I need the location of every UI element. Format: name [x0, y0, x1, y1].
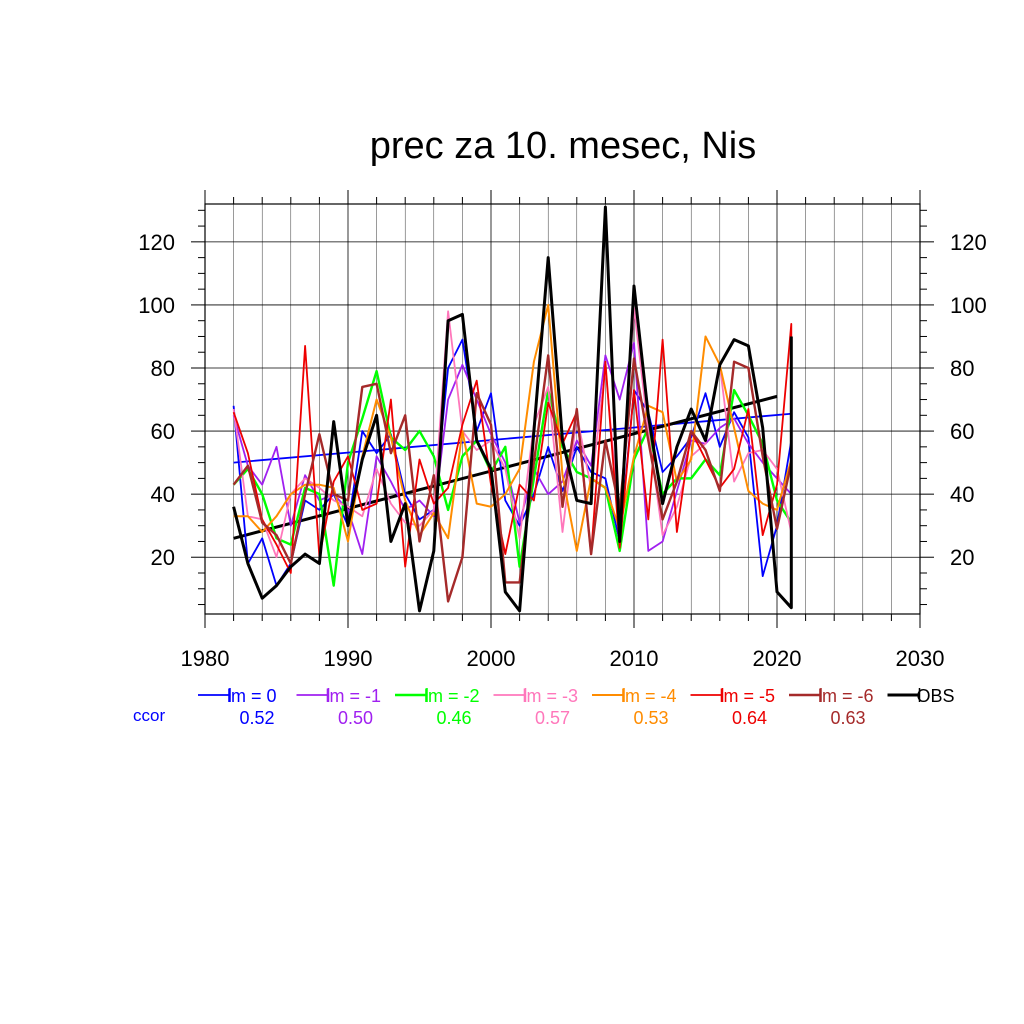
- legend-ccor-value: 0.46: [436, 708, 471, 728]
- legend-label: lm = -6: [818, 686, 874, 706]
- legend-label: lm = 0: [227, 686, 277, 706]
- series-line-6: [232, 354, 793, 603]
- x-tick-label: 2010: [610, 646, 659, 671]
- legend-label: OBS: [917, 686, 955, 706]
- y-tick-label: 20: [151, 545, 175, 570]
- x-tick-label: 1980: [181, 646, 230, 671]
- legend: ccor lm = 00.52 lm = -10.50 lm = -20.46 lm =…: [133, 686, 955, 728]
- legend-label: lm = -5: [720, 686, 776, 706]
- y-tick-label-right: 40: [950, 482, 974, 507]
- y-tick-label: 120: [138, 230, 175, 255]
- legend-label: lm = -2: [424, 686, 480, 706]
- ccor-label: ccor: [133, 706, 165, 725]
- plot-frame: [204, 203, 921, 615]
- legend-ccor-value: 0.53: [633, 708, 668, 728]
- legend-label: lm = -3: [523, 686, 579, 706]
- y-tick-label-right: 20: [950, 545, 974, 570]
- legend-ccor-value: 0.57: [535, 708, 570, 728]
- series-lines: [232, 205, 793, 613]
- x-tick-label: 1990: [324, 646, 373, 671]
- chart-title: prec za 10. mesec, Nis: [370, 125, 756, 167]
- y-tick-label: 100: [138, 293, 175, 318]
- y-tick-label: 80: [151, 356, 175, 381]
- legend-ccor-value: 0.63: [830, 708, 865, 728]
- series-line-5: [232, 322, 793, 574]
- legend-label: lm = -4: [621, 686, 677, 706]
- y-tick-label: 40: [151, 482, 175, 507]
- x-tick-label: 2000: [467, 646, 516, 671]
- legend-ccor-value: 0.52: [239, 708, 274, 728]
- legend-ccor-value: 0.64: [732, 708, 767, 728]
- series-line-7: [232, 205, 793, 613]
- series-line-4: [233, 303, 793, 552]
- y-tick-label: 60: [151, 419, 175, 444]
- y-tick-label-right: 100: [950, 293, 987, 318]
- grid: [205, 204, 920, 614]
- legend-ccor-value: 0.50: [338, 708, 373, 728]
- y-tick-label-right: 80: [950, 356, 974, 381]
- legend-label: lm = -1: [326, 686, 382, 706]
- y-tick-label-right: 60: [950, 419, 974, 444]
- y-tick-label-right: 120: [950, 230, 987, 255]
- x-tick-label: 2030: [896, 646, 945, 671]
- x-tick-label: 2020: [753, 646, 802, 671]
